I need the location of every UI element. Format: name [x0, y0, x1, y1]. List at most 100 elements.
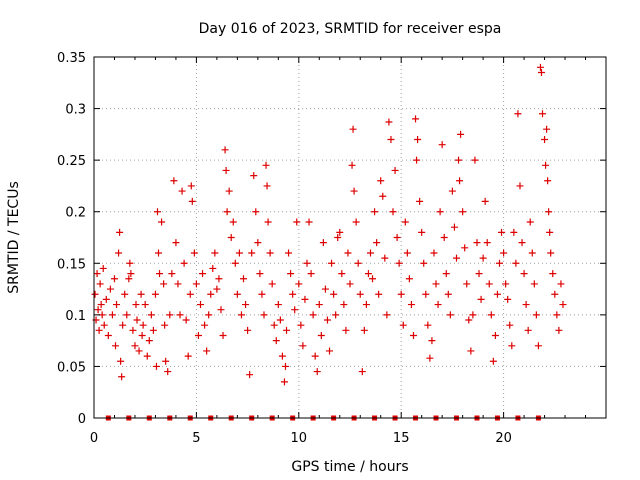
data-point — [412, 115, 420, 123]
y-axis-label: SRMTID / TECUs — [6, 181, 22, 294]
data-point — [338, 270, 346, 278]
data-point — [110, 275, 118, 283]
data-point — [158, 218, 166, 226]
data-point — [135, 347, 143, 355]
data-point — [356, 290, 364, 298]
data-point — [457, 130, 465, 138]
data-point — [358, 368, 366, 376]
data-point — [555, 326, 563, 334]
data-point — [127, 270, 135, 278]
data-point — [121, 290, 129, 298]
data-point — [94, 306, 102, 314]
data-points — [91, 63, 567, 386]
data-point — [496, 259, 504, 267]
data-point — [262, 161, 270, 169]
data-point — [530, 280, 538, 288]
data-point — [426, 354, 434, 362]
x-tick-label: 15 — [393, 431, 410, 446]
data-point — [96, 280, 104, 288]
data-point — [471, 156, 479, 164]
y-tick-label: 0 — [78, 412, 86, 427]
data-point — [395, 259, 403, 267]
data-point — [446, 311, 454, 319]
data-point — [172, 239, 180, 247]
data-point — [281, 362, 289, 370]
data-point — [176, 311, 184, 319]
data-point — [409, 331, 417, 339]
data-point — [420, 259, 428, 267]
data-point — [348, 161, 356, 169]
data-point — [102, 295, 110, 303]
data-point — [237, 311, 245, 319]
data-point — [397, 290, 405, 298]
data-point — [545, 208, 553, 216]
data-point — [118, 373, 126, 381]
data-point — [323, 316, 331, 324]
data-point — [170, 177, 178, 185]
data-point — [252, 208, 260, 216]
data-point — [264, 218, 272, 226]
data-point — [514, 110, 522, 118]
data-point — [235, 249, 243, 257]
data-point — [434, 301, 442, 309]
data-point — [557, 280, 565, 288]
data-point — [549, 270, 557, 278]
data-point — [414, 136, 422, 144]
data-point — [547, 249, 555, 257]
data-point — [526, 218, 534, 226]
data-point — [164, 368, 172, 376]
data-point — [199, 270, 207, 278]
data-point — [536, 63, 544, 71]
data-point — [424, 321, 432, 329]
data-point — [201, 321, 209, 329]
data-point — [465, 316, 473, 324]
data-point — [188, 197, 196, 205]
data-point — [311, 352, 319, 360]
data-point — [309, 311, 317, 319]
axis-ticks: 0 0.05 0.1 0.15 0.2 0.25 0.3 0.35 0 5 10 15 20 — [57, 51, 606, 446]
data-point — [385, 118, 393, 126]
data-point — [147, 311, 155, 319]
data-point — [231, 259, 239, 267]
data-point — [131, 342, 139, 350]
y-tick-label: 0.2 — [65, 206, 86, 221]
x-tick-label: 0 — [90, 431, 98, 446]
data-point — [240, 275, 248, 283]
data-point — [475, 270, 483, 278]
data-point — [459, 208, 467, 216]
data-point — [516, 182, 524, 190]
data-point — [444, 290, 452, 298]
data-point — [137, 290, 145, 298]
data-point — [106, 285, 114, 293]
data-point — [258, 290, 266, 298]
data-point — [391, 166, 399, 174]
data-point — [229, 218, 237, 226]
data-point — [301, 295, 309, 303]
data-point — [299, 342, 307, 350]
data-point — [91, 290, 99, 298]
data-point — [399, 321, 407, 329]
data-point — [303, 259, 311, 267]
data-point — [344, 249, 352, 257]
data-point — [156, 270, 164, 278]
data-point — [528, 249, 536, 257]
data-point — [413, 156, 421, 164]
data-point — [407, 301, 415, 309]
data-point — [186, 290, 194, 298]
data-point — [546, 228, 554, 236]
data-point — [313, 368, 321, 376]
data-point — [93, 270, 101, 278]
data-point — [377, 177, 385, 185]
data-point — [534, 342, 542, 350]
data-point — [266, 249, 274, 257]
data-point — [272, 337, 280, 345]
data-point — [209, 264, 217, 272]
data-point — [551, 290, 559, 298]
data-point — [289, 290, 297, 298]
data-point — [129, 326, 137, 334]
data-point — [242, 301, 250, 309]
data-point — [369, 275, 377, 283]
y-tick-label: 0.35 — [57, 51, 86, 66]
